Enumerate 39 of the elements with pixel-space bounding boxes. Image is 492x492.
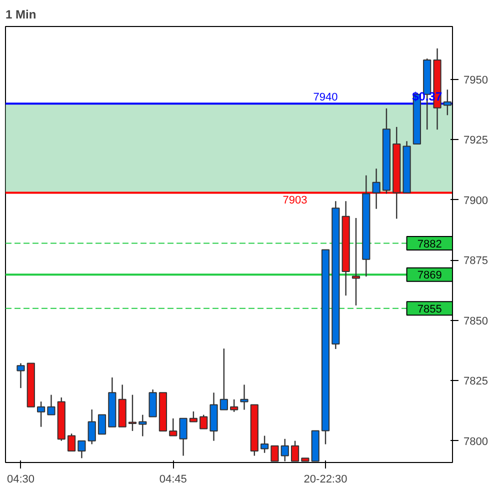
candlestick <box>138 414 147 437</box>
ref-line-label: 7869 <box>417 270 442 282</box>
chart-title: 1 Min <box>6 8 36 22</box>
annotation: $0.37 <box>412 90 442 104</box>
y-tick-label: 7950 <box>464 74 488 86</box>
candlestick <box>270 445 279 462</box>
candlestick <box>240 384 248 410</box>
ref-line-label: 7903 <box>282 194 308 207</box>
y-tick-label: 7900 <box>464 194 488 207</box>
candlestick <box>37 400 46 428</box>
x-tick-label: 04:30 <box>6 474 35 486</box>
candlestick <box>443 89 452 116</box>
y-tick-label: 7925 <box>464 134 488 147</box>
ref-line-label: 7940 <box>313 92 338 104</box>
candlestick <box>260 435 269 454</box>
candlestick <box>67 432 76 452</box>
y-tick-label: 7825 <box>464 376 488 388</box>
candlestick <box>16 362 25 389</box>
candlestick <box>200 414 208 430</box>
candlestick <box>128 394 137 432</box>
candlestick <box>372 168 380 210</box>
candlestick <box>179 418 188 456</box>
candlestick <box>98 414 106 435</box>
y-tick-label: 7875 <box>464 255 488 268</box>
x-tick-label: 04:45 <box>159 474 187 486</box>
candlestick <box>230 398 238 413</box>
x-tick-label: 20-22:30 <box>304 474 348 486</box>
candlestick <box>280 438 289 462</box>
candlestick <box>78 440 86 459</box>
y-tick-label: 7850 <box>464 315 488 328</box>
candlestick <box>220 348 228 410</box>
candlestick <box>88 408 96 445</box>
candlestick <box>290 440 300 462</box>
y-tick-label: 7800 <box>464 436 488 448</box>
ref-line-label: 7855 <box>417 303 442 316</box>
candlestick <box>47 394 56 416</box>
candlestick <box>169 418 178 436</box>
candlestick <box>189 410 198 422</box>
ref-line-label: 7882 <box>417 238 442 250</box>
